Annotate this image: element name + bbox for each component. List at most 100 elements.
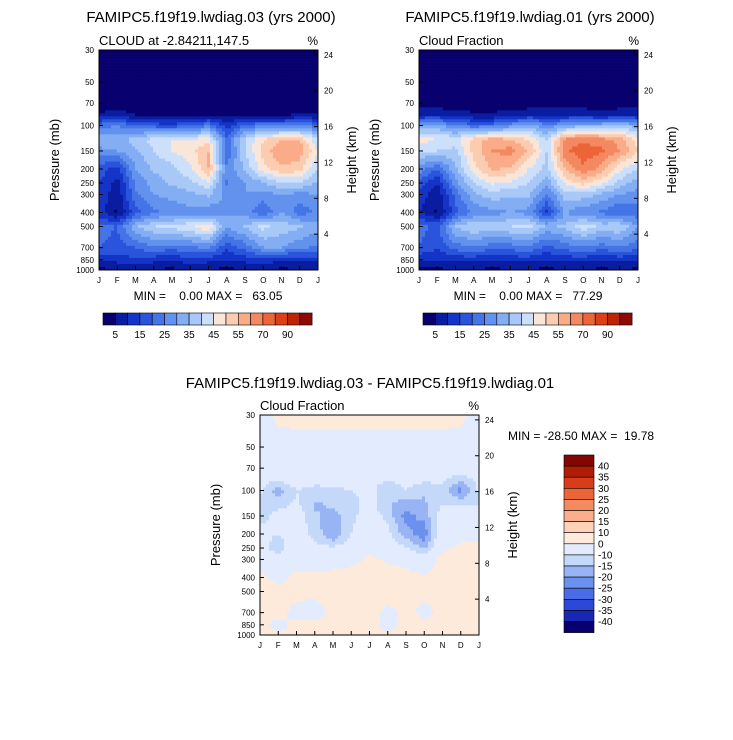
contour-cell (108, 167, 112, 171)
contour-cell (252, 242, 256, 247)
contour-cell (270, 62, 274, 66)
contour-cell (273, 80, 277, 84)
contour-cell (147, 77, 151, 81)
contour-cell (168, 212, 172, 217)
contour-cell (180, 74, 184, 78)
contour-cell (162, 107, 166, 111)
contour-cell (234, 176, 238, 180)
contour-cell (315, 176, 319, 180)
contour-cell (261, 233, 265, 238)
contour-cell (174, 80, 178, 84)
contour-cell (315, 248, 319, 253)
contour-cell (99, 68, 103, 72)
contour-cell (135, 68, 139, 72)
contour-cell (261, 203, 265, 208)
contour-cell (102, 164, 106, 168)
contour-cell (126, 236, 130, 241)
contour-cell (99, 104, 103, 108)
contour-cell (255, 122, 259, 126)
contour-cell (141, 83, 145, 87)
contour-cell (249, 221, 253, 226)
contour-cell (303, 128, 307, 132)
contour-cell (138, 245, 142, 250)
contour-cell (195, 56, 199, 60)
contour-cell (252, 80, 256, 84)
contour-cell (213, 155, 217, 159)
contour-cell (207, 164, 211, 168)
contour-cell (246, 239, 250, 244)
contour-cell (117, 89, 121, 93)
contour-cell (303, 95, 307, 99)
contour-cell (234, 125, 238, 129)
contour-cell (186, 176, 190, 180)
contour-cell (276, 236, 280, 241)
contour-cell (288, 209, 292, 214)
contour-cell (234, 143, 238, 147)
contour-cell (213, 170, 217, 174)
contour-cell (129, 140, 133, 144)
contour-cell (231, 191, 235, 195)
contour-cell (282, 137, 286, 141)
contour-cell (189, 203, 193, 208)
contour-cell (195, 227, 199, 232)
contour-cell (267, 110, 271, 114)
contour-cell (288, 248, 292, 253)
contour-cell (144, 89, 148, 93)
contour-cell (138, 182, 142, 186)
contour-cell (282, 62, 286, 66)
contour-cell (219, 194, 223, 199)
contour-cell (252, 164, 256, 168)
contour-cell (159, 86, 163, 90)
contour-cell (144, 239, 148, 244)
contour-cell (195, 242, 199, 247)
contour-cell (309, 167, 313, 171)
contour-cell (216, 71, 220, 75)
contour-cell (99, 71, 103, 75)
contour-cell (117, 83, 121, 87)
contour-cell (273, 110, 277, 114)
contour-cell (216, 143, 220, 147)
contour-cell (306, 83, 310, 87)
contour-cell (183, 65, 187, 69)
contour-cell (237, 230, 241, 235)
contour-cell (174, 230, 178, 235)
contour-cell (243, 230, 247, 235)
contour-cell (189, 209, 193, 214)
contour-cell (213, 146, 217, 150)
contour-cell (195, 206, 199, 211)
contour-cell (201, 59, 205, 63)
contour-cell (186, 182, 190, 186)
contour-cell (249, 218, 253, 223)
contour-cell (171, 53, 175, 57)
contour-cell (105, 251, 109, 256)
contour-cell (156, 62, 160, 66)
contour-cell (180, 110, 184, 114)
contour-cell (144, 77, 148, 81)
contour-cell (240, 233, 244, 238)
contour-cell (126, 185, 130, 189)
contour-cell (255, 179, 259, 183)
contour-cell (243, 221, 247, 226)
contour-cell (225, 92, 229, 96)
contour-cell (192, 74, 196, 78)
contour-cell (213, 191, 217, 195)
contour-cell (309, 101, 313, 105)
contour-cell (309, 209, 313, 214)
contour-cell (135, 164, 139, 168)
contour-cell (138, 101, 142, 105)
contour-cell (225, 164, 229, 168)
contour-cell (297, 113, 301, 117)
contour-cell (204, 119, 208, 123)
contour-cell (237, 242, 241, 247)
contour-cell (147, 119, 151, 123)
contour-cell (273, 113, 277, 117)
contour-cell (282, 212, 286, 217)
contour-cell (132, 116, 136, 120)
contour-cell (300, 146, 304, 150)
contour-cell (249, 173, 253, 177)
contour-cell (186, 173, 190, 177)
contour-cell (192, 233, 196, 238)
contour-cell (219, 221, 223, 226)
contour-cell (102, 200, 106, 205)
contour-cell (258, 170, 262, 174)
